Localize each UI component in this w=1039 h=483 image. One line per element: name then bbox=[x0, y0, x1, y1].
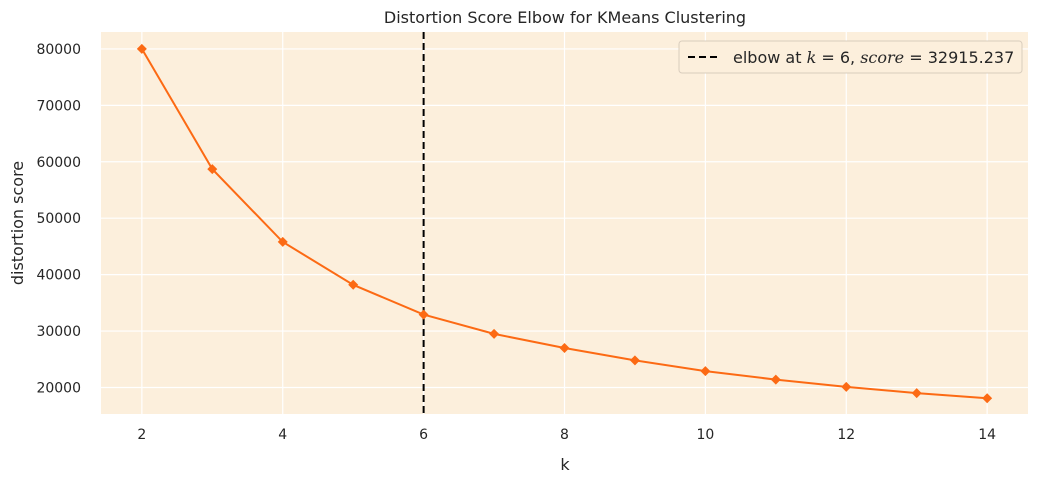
data-point bbox=[207, 164, 218, 175]
data-point bbox=[841, 381, 852, 392]
data-point bbox=[982, 393, 993, 404]
legend-label: elbow at k = 6, score = 32915.237 bbox=[733, 48, 1014, 67]
legend-k-value: = 6, bbox=[816, 48, 860, 67]
legend-box bbox=[678, 40, 1023, 74]
x-axis-label: k bbox=[560, 455, 570, 474]
data-point bbox=[911, 388, 922, 399]
y-tick-label: 50000 bbox=[36, 211, 81, 227]
data-point bbox=[277, 236, 288, 247]
y-tick-label: 60000 bbox=[36, 155, 81, 171]
grid-lines bbox=[101, 32, 1028, 414]
data-point bbox=[770, 374, 781, 385]
legend-score-value: = 32915.237 bbox=[904, 48, 1014, 67]
data-point bbox=[559, 342, 570, 353]
x-tick-label: 8 bbox=[560, 427, 569, 443]
data-point bbox=[418, 309, 429, 320]
legend: elbow at k = 6, score = 32915.237 bbox=[678, 40, 1023, 74]
x-tick-label: 10 bbox=[696, 427, 714, 443]
x-tick-label: 2 bbox=[137, 427, 146, 443]
x-tick-label: 4 bbox=[278, 427, 287, 443]
data-point bbox=[348, 279, 359, 290]
chart-title: Distortion Score Elbow for KMeans Cluste… bbox=[384, 8, 746, 27]
y-tick-label: 70000 bbox=[36, 98, 81, 114]
tick-labels: 2 4 6 8 10 12 14 20000 30000 40000 50000 60000 70000… bbox=[36, 42, 996, 443]
data-point bbox=[700, 366, 711, 377]
x-tick-label: 14 bbox=[978, 427, 996, 443]
y-tick-label: 40000 bbox=[36, 268, 81, 284]
y-tick-label: 80000 bbox=[36, 42, 81, 58]
x-tick-label: 12 bbox=[837, 427, 855, 443]
legend-prefix: elbow at bbox=[733, 48, 807, 67]
x-tick-label: 6 bbox=[419, 427, 428, 443]
data-point bbox=[629, 355, 640, 366]
y-axis-label: distortion score bbox=[8, 161, 27, 285]
y-tick-label: 30000 bbox=[36, 324, 81, 340]
legend-k-variable: k bbox=[807, 48, 817, 67]
data-point bbox=[489, 328, 500, 339]
data-markers bbox=[136, 43, 993, 404]
data-point bbox=[136, 43, 147, 54]
legend-score-variable: score bbox=[860, 48, 904, 67]
y-tick-label: 20000 bbox=[36, 380, 81, 396]
